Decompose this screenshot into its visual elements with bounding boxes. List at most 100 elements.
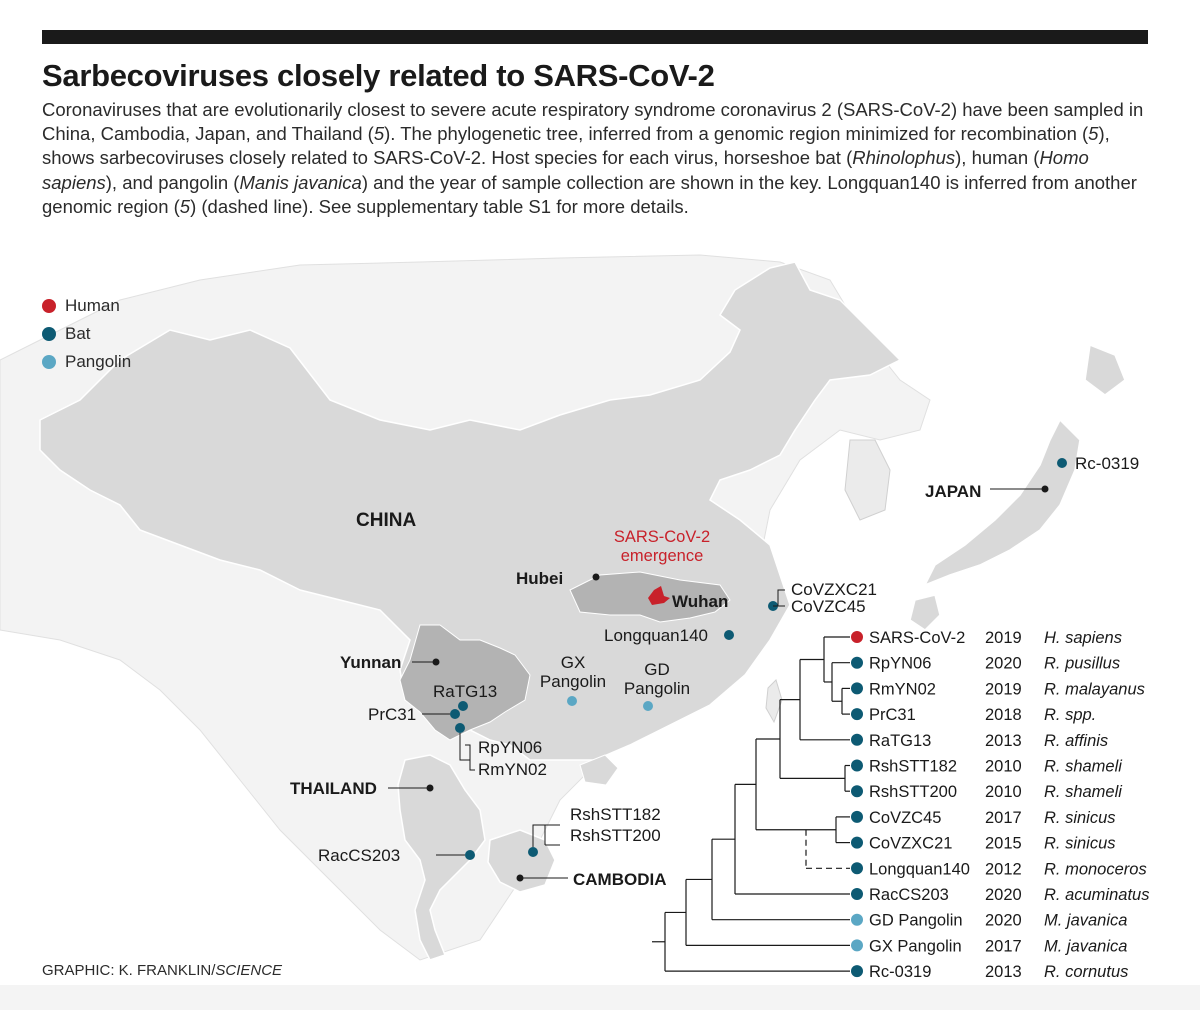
tree-tip-dot	[851, 733, 863, 746]
tree-tip-dot	[851, 913, 863, 926]
label-yunnan: Yunnan	[340, 653, 401, 672]
label-gd-line1: GD	[644, 660, 670, 679]
label-prc31: PrC31	[368, 705, 416, 724]
graphic-credit: GRAPHIC: K. FRANKLIN/SCIENCE	[42, 962, 282, 979]
thailand-landmass	[397, 754, 486, 961]
label-rpyn06: RpYN06	[478, 738, 542, 757]
tree-tip-name: RshSTT182	[869, 758, 957, 776]
desc-ref: 5	[1088, 123, 1099, 145]
tree-branches	[652, 636, 850, 972]
covz-bracket	[773, 589, 785, 607]
legend-label: Human	[65, 296, 120, 315]
tree-tip-dot	[851, 759, 863, 772]
label-emergence-line2: emergence	[621, 547, 704, 565]
legend-item-pangolin: Pangolin	[42, 348, 131, 376]
tree-tip-host: R. acuminatus	[1044, 886, 1149, 904]
desc-text: ), shows sarbecoviruses closely related …	[42, 123, 1110, 169]
desc-text: ). The phylogenetic tree, inferred from …	[384, 123, 1089, 145]
tree-tip-year: 2020	[985, 912, 1022, 930]
tree-tip-host: R. sinicus	[1044, 835, 1116, 853]
china-landmass	[39, 261, 902, 761]
yunnan-province	[399, 624, 531, 741]
tree-tip-name: RpYN06	[869, 655, 931, 673]
tree-tip-name: RaTG13	[869, 732, 931, 750]
rmyn-bracket	[465, 744, 475, 771]
top-rule	[42, 30, 1148, 44]
taiwan	[765, 679, 783, 724]
map: CHINA JAPAN THAILAND CAMBODIA Hubei Yunn…	[0, 254, 1139, 961]
label-gd-line2: Pangolin	[624, 679, 690, 698]
tree-tip-host: R. shameli	[1044, 783, 1123, 801]
credit-source: SCIENCE	[215, 962, 283, 979]
tree-tip-host: R. monoceros	[1044, 860, 1147, 878]
ratg13-dot	[458, 701, 468, 711]
label-cambodia: CAMBODIA	[573, 870, 667, 889]
tree-tip-dot	[851, 939, 863, 952]
tree-tip-year: 2010	[985, 758, 1022, 776]
tree-tip-year: 2018	[985, 706, 1022, 724]
tree-tip-host: R. pusillus	[1044, 655, 1120, 673]
figure-title: Sarbecoviruses closely related to SARS-C…	[42, 58, 715, 93]
tree-tip-year: 2019	[985, 629, 1022, 647]
korea-peninsula	[844, 439, 891, 521]
prc31-dot	[450, 709, 460, 719]
label-longquan140: Longquan140	[604, 626, 708, 645]
tree-tip-dot	[851, 682, 863, 695]
wuhan-marker	[648, 586, 670, 605]
label-covzxc21: CoVZXC21	[791, 580, 877, 599]
tree-tip-name: RacCS203	[869, 886, 949, 904]
desc-species: Homo sapiens	[42, 147, 1089, 193]
label-gx-line1: GX	[561, 653, 586, 672]
tree-tip-year: 2013	[985, 963, 1022, 980]
tree-tip-name: GD Pangolin	[869, 912, 963, 930]
tree-tip-host: M. javanica	[1044, 912, 1127, 930]
desc-ref: 5	[373, 123, 385, 145]
tree-tip-host: R. malayanus	[1044, 680, 1145, 698]
tree-tip-host: R. shameli	[1044, 758, 1123, 776]
raccs203-dot	[465, 850, 475, 860]
footer-strip	[0, 985, 1200, 1010]
tree-tip-year: 2017	[985, 809, 1022, 827]
tree-tip-name: PrC31	[869, 706, 916, 724]
label-rshstt200: RshSTT200	[570, 826, 661, 845]
rshstt-dot	[528, 847, 538, 857]
tree-tip-name: Rc-0319	[869, 963, 931, 980]
tree-tip-host: R. spp.	[1044, 706, 1096, 724]
tree-tip-dot	[851, 888, 863, 900]
desc-text: ) and the year of sample collection are …	[42, 171, 1137, 217]
rpyn-bracket	[459, 733, 470, 761]
tree-tip-dot	[851, 965, 863, 978]
tree-tip-year: 2012	[985, 860, 1022, 878]
tree-tip-name: SARS-CoV-2	[869, 629, 965, 647]
desc-text: ), and pangolin (	[105, 171, 240, 193]
rshstt-bracket	[532, 824, 560, 847]
label-raccs203: RacCS203	[318, 846, 400, 865]
figure-description: Coronaviruses that are evolutionarily cl…	[42, 98, 1152, 219]
gx-pangolin-dot	[567, 696, 577, 706]
tree-tip-dot	[851, 836, 863, 849]
tree-tip-name: CoVZXC21	[869, 835, 952, 853]
legend-item-human: Human	[42, 292, 131, 320]
label-rmyn02: RmYN02	[478, 760, 547, 779]
tree-tip-dot	[851, 708, 863, 721]
label-china: CHINA	[356, 510, 416, 531]
legend-label: Bat	[65, 324, 91, 343]
tree-tip-dot	[851, 631, 863, 643]
tree-tip-name: CoVZC45	[869, 809, 941, 827]
tree-tip-host: R. cornutus	[1044, 963, 1128, 980]
hubei-dot	[592, 573, 600, 581]
tree-tip-dot	[851, 656, 863, 669]
label-wuhan: Wuhan	[672, 592, 728, 611]
credit-prefix: GRAPHIC: K. FRANKLIN/	[42, 962, 216, 979]
longquan140-dot	[724, 630, 734, 640]
tree-tip-dot	[851, 785, 863, 798]
tree-tip-name: RmYN02	[869, 680, 936, 698]
tree-tip-host: H. sapiens	[1044, 629, 1122, 647]
desc-genus: Rhinolophus	[852, 147, 956, 169]
label-japan: JAPAN	[925, 482, 981, 501]
tree-tip-host: R. affinis	[1044, 732, 1108, 750]
label-rshstt182: RshSTT182	[570, 805, 661, 824]
label-covzc45: CoVZC45	[791, 597, 866, 616]
phylogenetic-tree: SARS-CoV-2 2019 H. sapiens RpYN06 2020 R. pus…	[652, 629, 1149, 980]
rc0319-dot	[1057, 458, 1067, 468]
